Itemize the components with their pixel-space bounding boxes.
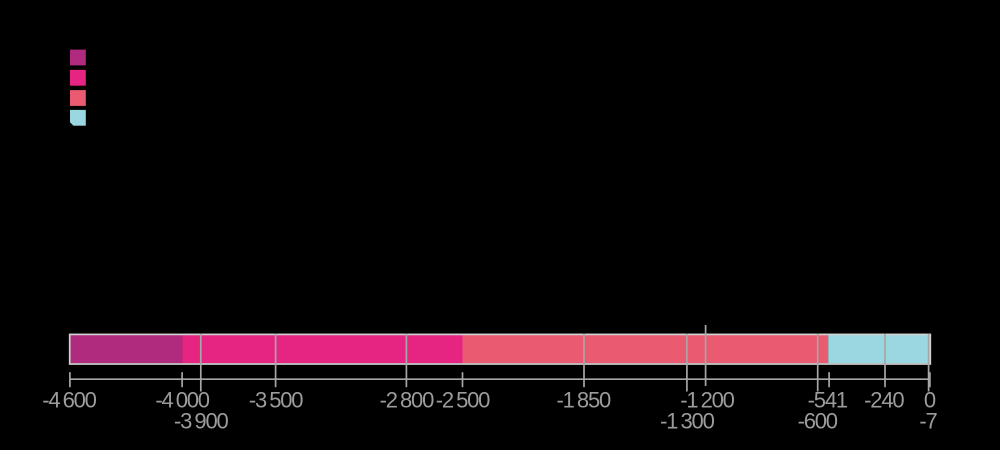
svg-text:-1 850: -1 850 bbox=[557, 388, 611, 413]
svg-text:-541: -541 bbox=[808, 388, 848, 413]
svg-text:-7: -7 bbox=[919, 408, 937, 433]
svg-text:-4 600: -4 600 bbox=[42, 388, 96, 413]
svg-text:-2 800: -2 800 bbox=[380, 388, 434, 413]
svg-text:-1 300: -1 300 bbox=[660, 408, 714, 433]
svg-text:-4 000: -4 000 bbox=[155, 388, 209, 413]
svg-text:-2 500: -2 500 bbox=[436, 388, 490, 413]
svg-text:-1 200: -1 200 bbox=[680, 388, 734, 413]
svg-text:-600: -600 bbox=[798, 408, 838, 433]
svg-text:0: 0 bbox=[924, 388, 936, 413]
svg-text:-3 900: -3 900 bbox=[174, 408, 228, 433]
svg-text:-240: -240 bbox=[864, 388, 904, 413]
svg-text:-3 500: -3 500 bbox=[249, 388, 303, 413]
